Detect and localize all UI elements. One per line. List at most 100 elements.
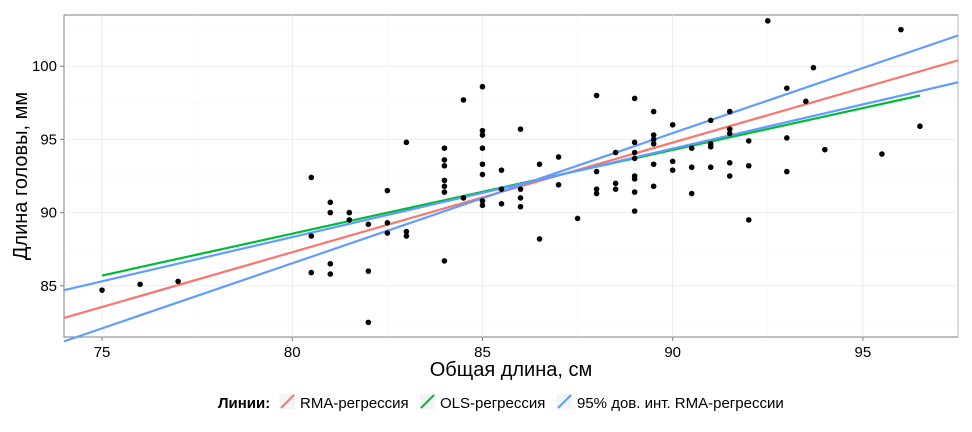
data-point bbox=[460, 97, 467, 103]
data-point bbox=[707, 164, 714, 171]
data-point bbox=[137, 281, 143, 288]
data-point bbox=[688, 164, 695, 171]
data-point bbox=[460, 195, 467, 201]
data-point bbox=[764, 18, 771, 24]
data-point bbox=[574, 215, 581, 222]
regression-lines bbox=[63, 34, 959, 343]
data-points bbox=[99, 18, 923, 326]
y-tick-label: 100 bbox=[32, 58, 57, 75]
data-point bbox=[327, 199, 334, 206]
data-point bbox=[726, 160, 733, 166]
y-axis-ticks: 85 90 95 100 bbox=[32, 58, 64, 295]
data-point bbox=[612, 149, 619, 156]
data-point bbox=[479, 198, 486, 204]
legend-item-ols: OLS-регрессия bbox=[418, 392, 545, 412]
data-point bbox=[650, 132, 657, 138]
regression-line-3 bbox=[63, 81, 959, 292]
data-point bbox=[384, 230, 391, 236]
data-point bbox=[441, 157, 448, 163]
y-tick-label: 95 bbox=[40, 131, 57, 148]
data-point bbox=[650, 161, 657, 168]
x-tick-label: 95 bbox=[855, 344, 872, 361]
data-point bbox=[479, 127, 486, 134]
data-point bbox=[784, 85, 790, 91]
data-point bbox=[346, 209, 353, 216]
data-point bbox=[555, 181, 562, 188]
data-point bbox=[650, 141, 657, 147]
data-point bbox=[593, 168, 600, 175]
data-point bbox=[707, 143, 714, 150]
data-point bbox=[745, 138, 752, 144]
data-point bbox=[726, 173, 733, 179]
legend: Линии: RMA-регрессия OLS-регрессия 95% д… bbox=[218, 392, 784, 412]
data-point bbox=[517, 186, 524, 192]
data-point bbox=[479, 132, 486, 138]
data-point bbox=[99, 287, 105, 293]
data-point bbox=[631, 95, 638, 102]
data-point bbox=[441, 189, 448, 195]
data-point bbox=[669, 167, 676, 173]
data-point bbox=[441, 183, 448, 190]
data-point bbox=[479, 145, 486, 151]
data-point bbox=[631, 176, 638, 182]
data-point bbox=[784, 135, 790, 141]
data-point bbox=[479, 161, 486, 168]
data-point bbox=[631, 189, 638, 195]
legend-line-ci bbox=[557, 394, 572, 409]
x-tick-label: 85 bbox=[474, 344, 491, 361]
data-point bbox=[517, 203, 524, 210]
data-point bbox=[403, 228, 410, 235]
x-axis-ticks: 75 80 85 90 95 bbox=[94, 337, 872, 361]
y-tick-label: 90 bbox=[40, 205, 57, 222]
data-point bbox=[745, 162, 752, 169]
data-point bbox=[650, 108, 657, 115]
data-point bbox=[175, 278, 181, 285]
data-point bbox=[479, 83, 486, 90]
data-point bbox=[631, 208, 638, 214]
data-point bbox=[536, 236, 543, 242]
legend-label-rma: RMA-регрессия bbox=[300, 395, 409, 412]
data-point bbox=[327, 261, 334, 267]
data-point bbox=[403, 233, 410, 239]
data-point bbox=[707, 117, 714, 124]
regression-line-2 bbox=[63, 34, 959, 343]
data-point bbox=[669, 158, 676, 165]
data-point bbox=[612, 186, 619, 192]
x-tick-label: 80 bbox=[284, 344, 301, 361]
data-point bbox=[365, 221, 372, 228]
legend-item-ci: 95% дов. инт. RMA-регрессии bbox=[555, 392, 784, 412]
data-point bbox=[479, 171, 486, 178]
data-point bbox=[726, 130, 733, 137]
data-point bbox=[308, 174, 315, 181]
data-point bbox=[822, 146, 828, 153]
data-point bbox=[555, 154, 562, 160]
data-point bbox=[917, 123, 923, 130]
data-point bbox=[327, 209, 334, 216]
data-point bbox=[650, 136, 657, 143]
data-point bbox=[517, 195, 524, 201]
data-point bbox=[631, 155, 638, 162]
data-point bbox=[441, 162, 448, 169]
y-axis-title: Длина головы, мм bbox=[10, 92, 32, 260]
data-point bbox=[650, 183, 657, 190]
data-point bbox=[346, 217, 353, 223]
legend-item-rma: RMA-регрессия bbox=[278, 392, 409, 412]
data-point bbox=[631, 139, 638, 146]
data-point bbox=[803, 98, 809, 105]
data-point bbox=[365, 268, 372, 274]
data-point bbox=[726, 126, 733, 132]
data-point bbox=[498, 167, 505, 173]
legend-line-ols bbox=[420, 394, 435, 409]
data-point bbox=[498, 201, 505, 207]
x-tick-label: 75 bbox=[94, 344, 111, 361]
data-point bbox=[726, 108, 733, 115]
data-point bbox=[365, 319, 372, 326]
data-point bbox=[308, 269, 315, 276]
data-point bbox=[898, 26, 904, 33]
data-point bbox=[384, 187, 391, 194]
data-point bbox=[669, 121, 676, 128]
legend-label-ols: OLS-регрессия bbox=[440, 395, 545, 412]
data-point bbox=[308, 233, 315, 239]
data-point bbox=[688, 145, 695, 151]
